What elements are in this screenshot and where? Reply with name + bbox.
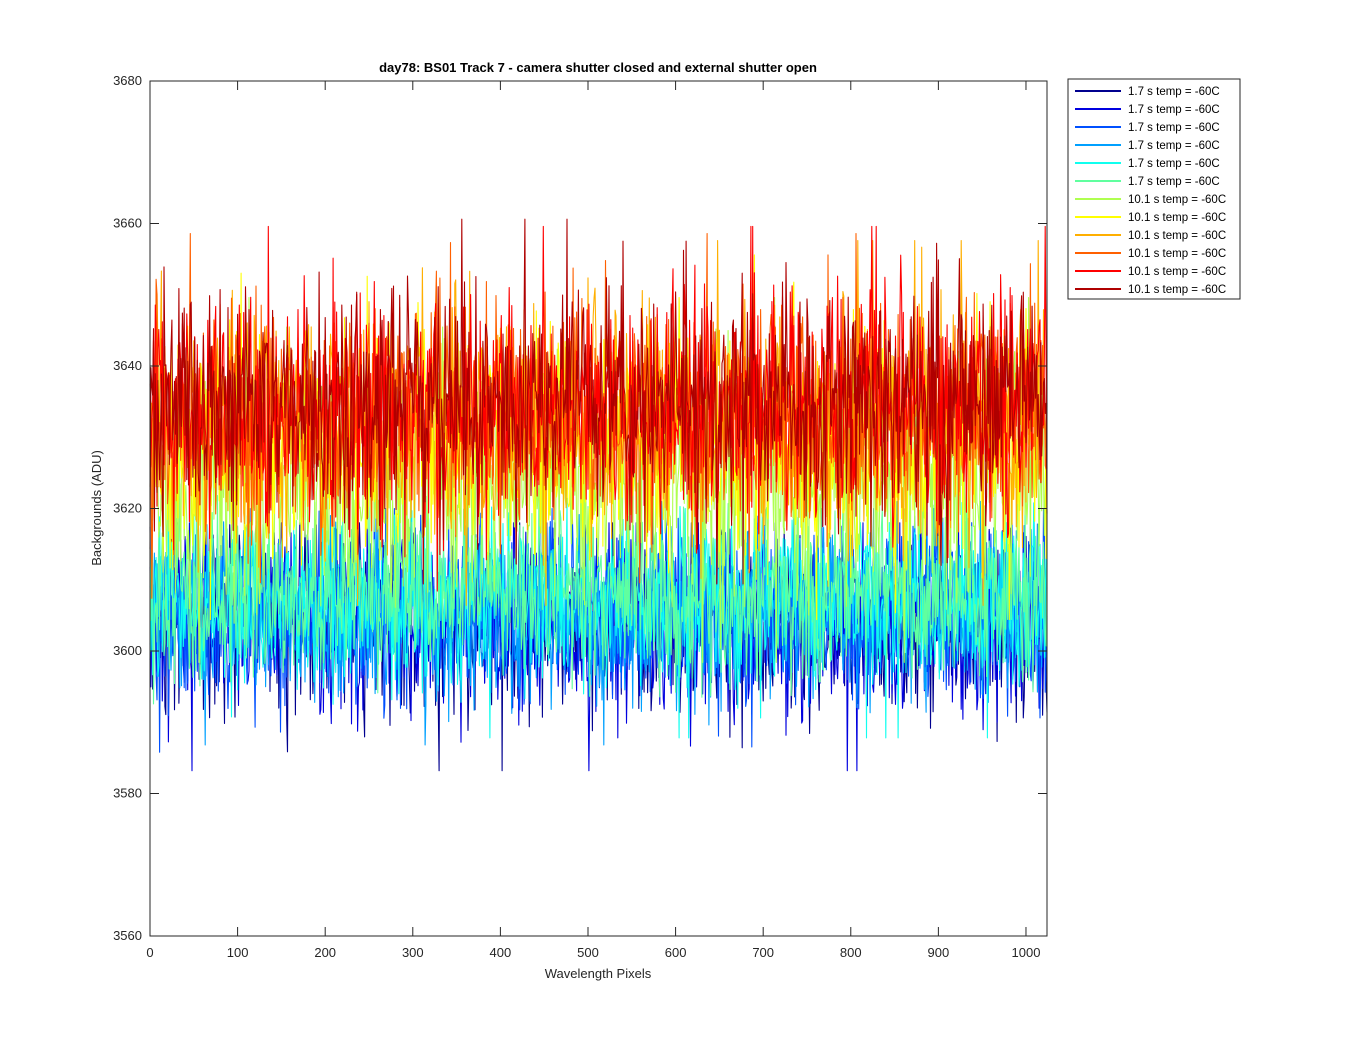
legend-entry-12: 10.1 s temp = -60C [1075, 284, 1226, 296]
x-tick-label: 100 [227, 945, 249, 960]
legend-entry-10: 10.1 s temp = -60C [1075, 248, 1226, 260]
y-axis: 3560 3580 3600 3620 3640 3660 3680 [113, 73, 1047, 943]
legend-label: 1.7 s temp = -60C [1128, 158, 1220, 170]
legend-items: 1.7 s temp = -60C 1.7 s temp = -60C 1.7 s … [1075, 86, 1226, 296]
y-tick-label: 3580 [113, 786, 142, 801]
legend-entry-7: 10.1 s temp = -60C [1075, 194, 1226, 206]
legend-entry-11: 10.1 s temp = -60C [1075, 266, 1226, 278]
x-tick-label: 500 [577, 945, 599, 960]
legend-label: 1.7 s temp = -60C [1128, 104, 1220, 116]
y-tick-label: 3560 [113, 928, 142, 943]
x-tick-label: 700 [752, 945, 774, 960]
series-line-5 [149, 493, 1048, 739]
legend-entry-6: 1.7 s temp = -60C [1075, 176, 1220, 188]
legend-label: 10.1 s temp = -60C [1128, 248, 1226, 260]
legend-entry-2: 1.7 s temp = -60C [1075, 104, 1220, 116]
x-tick-label: 800 [840, 945, 862, 960]
legend-label: 10.1 s temp = -60C [1128, 230, 1226, 242]
y-tick-label: 3680 [113, 73, 142, 88]
series-line-12 [149, 218, 1048, 585]
legend-label: 1.7 s temp = -60C [1128, 122, 1220, 134]
y-axis-label: Backgrounds (ADU) [89, 450, 104, 566]
legend-entry-1: 1.7 s temp = -60C [1075, 86, 1220, 98]
legend-label: 10.1 s temp = -60C [1128, 266, 1226, 278]
series-line-6 [149, 479, 1048, 705]
legend-label: 1.7 s temp = -60C [1128, 176, 1220, 188]
legend-label: 10.1 s temp = -60C [1128, 212, 1226, 224]
legend: 1.7 s temp = -60C 1.7 s temp = -60C 1.7 s … [1067, 78, 1241, 300]
legend-entry-8: 10.1 s temp = -60C [1075, 212, 1226, 224]
chart-title: day78: BS01 Track 7 - camera shutter clo… [379, 60, 817, 75]
legend-label: 1.7 s temp = -60C [1128, 140, 1220, 152]
y-tick-label: 3600 [113, 643, 142, 658]
x-tick-label: 1000 [1012, 945, 1041, 960]
y-tick-label: 3620 [113, 501, 142, 516]
legend-entry-9: 10.1 s temp = -60C [1075, 230, 1226, 242]
legend-entry-3: 1.7 s temp = -60C [1075, 122, 1220, 134]
legend-label: 10.1 s temp = -60C [1128, 284, 1226, 296]
x-axis: 0 100 200 300 400 500 600 700 800 900 1000 [146, 81, 1040, 960]
x-axis-label: Wavelength Pixels [545, 966, 652, 981]
y-tick-label: 3660 [113, 216, 142, 231]
x-tick-label: 200 [314, 945, 336, 960]
y-tick-label: 3640 [113, 358, 142, 373]
series-layer [149, 218, 1048, 772]
x-tick-label: 600 [665, 945, 687, 960]
legend-box [1067, 78, 1241, 300]
legend-label: 10.1 s temp = -60C [1128, 194, 1226, 206]
x-tick-label: 900 [928, 945, 950, 960]
legend-label: 1.7 s temp = -60C [1128, 86, 1220, 98]
x-tick-label: 0 [146, 945, 153, 960]
x-tick-label: 300 [402, 945, 424, 960]
legend-entry-5: 1.7 s temp = -60C [1075, 158, 1220, 170]
x-tick-label: 400 [490, 945, 512, 960]
legend-entry-4: 1.7 s temp = -60C [1075, 140, 1220, 152]
